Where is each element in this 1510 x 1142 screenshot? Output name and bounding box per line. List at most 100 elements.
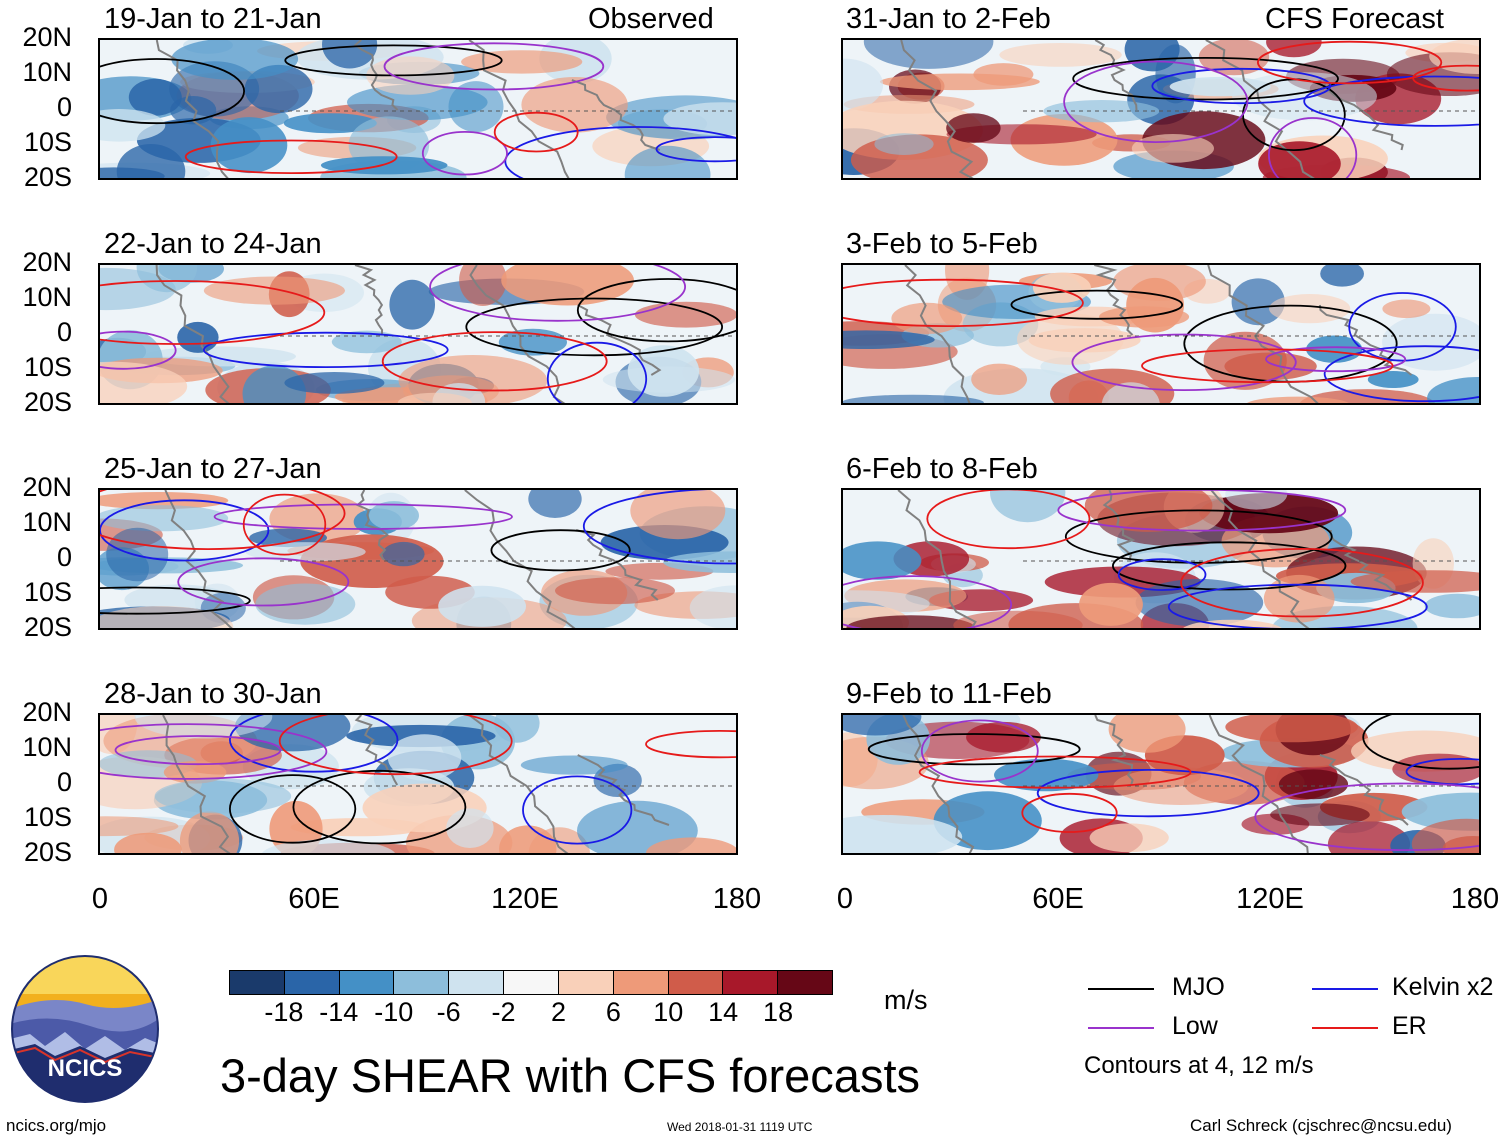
lon-label-120e-left: 120E (491, 883, 559, 915)
shear-anomaly-blob (843, 330, 935, 349)
shear-anomaly-blob (100, 109, 166, 142)
forecast-panel-4 (841, 713, 1481, 855)
wave-contour (229, 774, 357, 844)
wave-contour (1254, 782, 1479, 851)
cfs-forecast-label: CFS Forecast (1265, 3, 1444, 35)
shear-anomaly-blob (100, 505, 229, 532)
logo-text: NCICS (48, 1055, 123, 1082)
wave-contour (843, 575, 1013, 628)
lat-label: 20N (22, 22, 72, 52)
coastline (1094, 40, 1138, 111)
shear-anomaly-blob (369, 501, 419, 531)
shear-anomaly-blob (1225, 715, 1358, 743)
forecast-panel-2 (841, 263, 1481, 405)
shear-anomaly-blob (242, 365, 307, 403)
shear-anomaly-blob (1225, 490, 1288, 510)
coastline (155, 265, 230, 403)
lat-label: 10S (23, 127, 72, 157)
coastline (897, 490, 977, 628)
legend-contour-note: Contours at 4, 12 m/s (1084, 1052, 1314, 1079)
coastline (1094, 265, 1134, 336)
wave-contour (1063, 60, 1249, 143)
wave-contour (576, 278, 736, 343)
shear-anomaly-blob (1382, 299, 1431, 319)
wave-contour (582, 490, 736, 565)
wave-contour (100, 586, 251, 615)
wave-contour (843, 278, 1084, 327)
lat-label: 0 (56, 542, 72, 572)
wave-contour (1117, 558, 1207, 591)
legend-er-label: ER (1392, 1012, 1427, 1040)
shear-anomaly-blob (128, 78, 182, 116)
shear-anomaly-blob (1126, 277, 1184, 333)
shear-anomaly-blob (843, 394, 984, 403)
lat-label: 10N (22, 282, 72, 312)
shear-anomaly-blob (1427, 377, 1479, 403)
wave-contour (242, 493, 327, 556)
observed-panel-3 (98, 488, 738, 630)
shear-anomaly-blob (1032, 272, 1091, 303)
shear-anomaly-blob (630, 490, 726, 540)
colorbar-swatch (449, 971, 505, 994)
shear-anomaly-blob (1131, 134, 1214, 163)
wave-contour (100, 330, 177, 370)
lon-label-120e-right: 120E (1236, 883, 1304, 915)
wave-contour (100, 280, 326, 345)
shear-anomaly-blob (1101, 382, 1160, 403)
shear-anomaly-blob (494, 715, 540, 743)
shear-anomaly-blob (499, 825, 557, 853)
shear-anomaly-blob (269, 800, 323, 853)
legend-low-label: Low (1172, 1012, 1218, 1040)
wave-contour (920, 719, 1039, 783)
lat-label: 20N (22, 472, 72, 502)
lon-label-0-left: 0 (91, 883, 109, 915)
shear-anomaly-blob (100, 167, 165, 178)
colorbar-swatch (284, 971, 340, 994)
lon-label-60e-left: 60E (288, 883, 340, 915)
wave-contour (381, 331, 608, 392)
wave-contour (1268, 117, 1358, 178)
shear-anomaly-blob (990, 490, 1066, 523)
wave-contour (1265, 346, 1407, 373)
lat-label: 0 (56, 92, 72, 122)
coastline (577, 304, 662, 376)
wave-contour (867, 733, 1081, 766)
panel-title-forecast-2: 3-Feb to 5-Feb (846, 228, 1038, 260)
legend-er-line (1312, 1027, 1378, 1029)
observed-label: Observed (588, 3, 714, 35)
shear-anomaly-blob (171, 40, 299, 80)
shear-anomaly-blob (284, 372, 385, 394)
shear-anomaly-blob (1183, 619, 1282, 628)
wave-contour (1036, 768, 1260, 818)
colorbar-swatch (339, 971, 395, 994)
panel-title-observed-3: 25-Jan to 27-Jan (104, 453, 322, 485)
panel-title-forecast-4: 9-Feb to 11-Feb (846, 678, 1052, 710)
wave-contour (1348, 292, 1457, 362)
shear-anomaly-blob (891, 302, 963, 334)
shear-anomaly-blob (100, 816, 179, 837)
coastline (902, 715, 975, 853)
footer-url[interactable]: ncics.org/mjo (6, 1116, 107, 1135)
shear-anomaly-blob (846, 615, 976, 628)
wave-contour (184, 139, 398, 174)
colorbar-tick-label: -10 (374, 997, 414, 1027)
ncics-logo: NCICS (11, 955, 159, 1103)
lat-label: 10N (22, 732, 72, 762)
legend-mjo-line (1088, 988, 1154, 990)
coastline (1205, 40, 1315, 178)
shear-anomaly-blob (1382, 313, 1479, 371)
shear-anomaly-blob (1246, 396, 1349, 403)
wave-contour (655, 136, 736, 163)
shear-anomaly-blob (1424, 593, 1479, 619)
colorbar-tick-label: -6 (436, 997, 461, 1027)
shear-anomaly-blob (1278, 769, 1349, 800)
coastline (1094, 715, 1134, 786)
shear-anomaly-blob (255, 583, 356, 625)
panel-title-observed-2: 22-Jan to 24-Jan (104, 228, 322, 260)
shear-anomaly-blob (689, 585, 736, 628)
shear-anomaly-blob (1089, 823, 1169, 853)
shear-anomaly-blob (177, 321, 219, 353)
shear-anomaly-blob (1327, 821, 1411, 853)
wave-contour (504, 126, 736, 178)
shear-anomaly-blob (1269, 294, 1351, 324)
